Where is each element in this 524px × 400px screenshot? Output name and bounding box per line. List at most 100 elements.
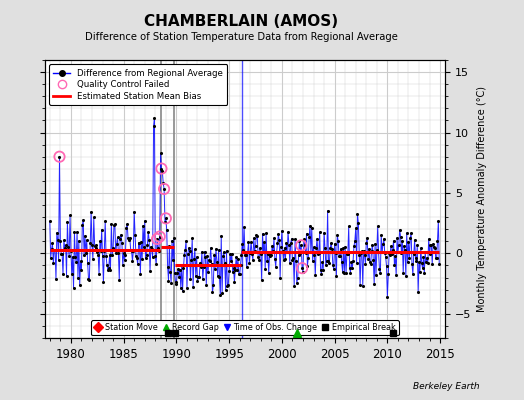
Point (234, 255, 242, 262)
Point (358, 248, 366, 254)
Point (187, 256, 195, 263)
Point (118, 240, 126, 246)
Point (243, 264, 251, 270)
Point (366, 260, 375, 267)
Point (331, 250, 340, 256)
Point (232, 254, 241, 260)
Point (147, 244, 155, 250)
Point (210, 252, 219, 258)
Point (89, 256, 97, 262)
Point (331, 240, 339, 247)
Point (162, 215, 170, 222)
Point (165, 242, 173, 249)
Point (140, 244, 148, 250)
Point (262, 230, 270, 237)
Point (369, 257, 377, 264)
Point (90, 214, 98, 221)
Point (97, 226, 106, 233)
Point (113, 234, 122, 240)
Point (58, 251, 67, 257)
Point (265, 269, 273, 276)
Point (315, 229, 324, 235)
Point (309, 244, 318, 250)
Point (110, 222, 118, 229)
Point (292, 258, 300, 264)
Point (175, 274, 183, 281)
Point (189, 284, 198, 290)
Point (171, 278, 180, 285)
Point (95, 271, 103, 277)
Point (85, 277, 94, 284)
Point (240, 224, 248, 230)
Point (227, 258, 235, 264)
Point (192, 272, 200, 279)
Point (413, 242, 421, 248)
Point (75, 282, 84, 288)
Point (211, 266, 219, 272)
Point (77, 258, 85, 264)
Point (114, 250, 123, 256)
Point (381, 254, 390, 260)
Point (383, 294, 391, 300)
Point (376, 270, 385, 276)
Point (212, 246, 220, 252)
Point (351, 238, 359, 244)
Point (73, 228, 81, 235)
Point (424, 236, 433, 242)
Point (115, 277, 124, 283)
Point (194, 274, 203, 280)
Point (140, 218, 149, 224)
Point (405, 255, 413, 262)
Point (172, 280, 181, 287)
Point (297, 242, 305, 248)
Point (241, 252, 249, 258)
Point (388, 251, 396, 257)
Point (255, 257, 263, 263)
Point (192, 254, 201, 260)
Point (170, 235, 178, 242)
Point (433, 238, 442, 244)
Point (159, 180, 167, 186)
Point (298, 265, 307, 271)
Point (133, 254, 141, 261)
Point (414, 289, 422, 296)
Point (271, 264, 280, 270)
Point (377, 232, 386, 238)
Point (46, 218, 54, 224)
Point (183, 285, 191, 291)
Point (135, 240, 144, 246)
Point (170, 270, 179, 276)
Point (283, 249, 291, 256)
Point (301, 250, 310, 256)
Legend: Station Move, Record Gap, Time of Obs. Change, Empirical Break: Station Move, Record Gap, Time of Obs. C… (91, 320, 399, 335)
Point (330, 266, 338, 272)
Point (396, 233, 405, 240)
Point (396, 227, 404, 233)
Point (261, 266, 269, 272)
Point (195, 274, 203, 280)
Point (301, 242, 309, 248)
Point (83, 237, 91, 243)
Point (368, 241, 377, 248)
Point (426, 241, 434, 248)
Point (238, 240, 246, 247)
Point (399, 270, 407, 276)
Point (411, 254, 420, 261)
Point (362, 240, 370, 246)
Point (93, 249, 102, 255)
Point (358, 282, 367, 289)
Point (160, 186, 168, 192)
Point (385, 250, 394, 256)
Point (386, 252, 394, 258)
Point (370, 281, 378, 288)
Point (296, 238, 304, 244)
Point (344, 251, 352, 257)
Point (178, 288, 187, 295)
Point (186, 276, 194, 282)
Point (371, 240, 379, 247)
Point (123, 221, 132, 227)
Point (213, 258, 221, 265)
Point (388, 247, 397, 253)
Point (150, 115, 159, 121)
Point (431, 244, 439, 251)
